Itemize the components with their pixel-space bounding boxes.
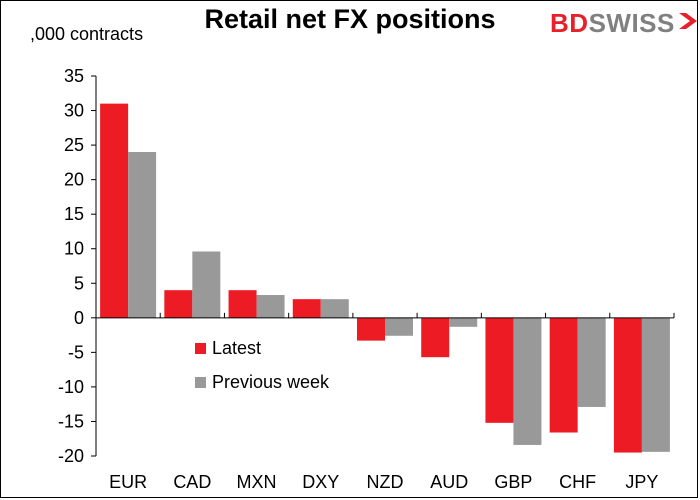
bar-previous-week-gbp [513,317,542,445]
y-tick-label: 0 [74,308,84,328]
bar-previous-week-mxn [256,295,285,318]
y-tick-label: 10 [64,239,84,259]
bar-previous-week-jpy [641,317,670,452]
y-tick-label: 35 [64,66,84,86]
bar-previous-week-cad [192,251,221,318]
y-tick-label: -10 [58,377,84,397]
bar-latest-eur [100,103,129,318]
y-tick-label: -20 [58,446,84,466]
bar-latest-nzd [357,317,385,341]
bar-latest-dxy [292,299,321,318]
bar-latest-cad [164,290,193,318]
legend-label: Previous week [212,372,330,392]
bar-latest-gbp [485,317,514,423]
bar-latest-mxn [228,290,257,318]
logo-text-swiss: SWISS [588,8,675,38]
y-tick-label: -15 [58,411,84,431]
x-category-label: JPY [625,472,658,492]
x-category-label: DXY [302,472,339,492]
bar-previous-week-aud [449,317,478,327]
bar-previous-week-dxy [320,299,349,318]
bar-previous-week-chf [577,317,606,407]
x-category-label: CHF [559,472,596,492]
y-tick-label: 20 [64,170,84,190]
y-axis-unit-label: ,000 contracts [30,24,144,44]
legend-swatch [195,343,206,354]
bar-latest-chf [549,317,578,433]
y-tick-label: 5 [74,273,84,293]
chart-title: Retail net FX positions [204,4,496,34]
y-tick-label: 30 [64,101,84,121]
bar-latest-jpy [613,317,642,453]
logo-chevron-icon [678,13,697,29]
bar-latest-aud [421,317,450,358]
legend-label: Latest [212,338,261,358]
x-category-label: CAD [173,472,211,492]
x-category-label: GBP [494,472,532,492]
legend-swatch [195,377,206,388]
x-category-label: EUR [109,472,147,492]
x-category-label: AUD [430,472,468,492]
y-tick-label: 15 [64,204,84,224]
x-category-label: NZD [367,472,404,492]
x-category-label: MXN [237,472,277,492]
y-tick-label: -5 [68,342,84,362]
bar-previous-week-nzd [385,317,413,336]
logo-text-bd: BD [550,8,589,38]
bdswiss-logo: BDSWISS [550,9,699,37]
bar-previous-week-eur [128,152,157,318]
y-tick-label: 25 [64,135,84,155]
